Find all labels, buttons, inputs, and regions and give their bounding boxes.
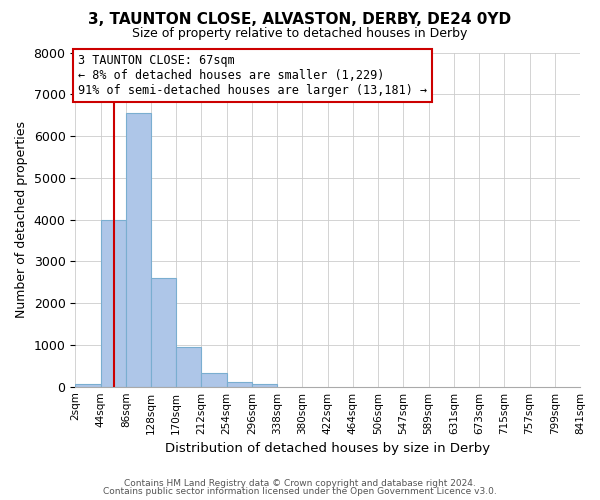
Bar — [151, 278, 176, 386]
Bar — [126, 113, 151, 386]
Text: Contains HM Land Registry data © Crown copyright and database right 2024.: Contains HM Land Registry data © Crown c… — [124, 478, 476, 488]
Y-axis label: Number of detached properties: Number of detached properties — [15, 121, 28, 318]
Text: Size of property relative to detached houses in Derby: Size of property relative to detached ho… — [133, 28, 467, 40]
Text: 3, TAUNTON CLOSE, ALVASTON, DERBY, DE24 0YD: 3, TAUNTON CLOSE, ALVASTON, DERBY, DE24 … — [88, 12, 512, 28]
X-axis label: Distribution of detached houses by size in Derby: Distribution of detached houses by size … — [165, 442, 490, 455]
Bar — [202, 374, 227, 386]
Bar — [227, 382, 252, 386]
Text: 3 TAUNTON CLOSE: 67sqm
← 8% of detached houses are smaller (1,229)
91% of semi-d: 3 TAUNTON CLOSE: 67sqm ← 8% of detached … — [78, 54, 427, 97]
Bar — [252, 384, 277, 386]
Bar — [75, 384, 101, 386]
Bar — [176, 347, 202, 387]
Text: Contains public sector information licensed under the Open Government Licence v3: Contains public sector information licen… — [103, 487, 497, 496]
Bar — [101, 220, 126, 386]
